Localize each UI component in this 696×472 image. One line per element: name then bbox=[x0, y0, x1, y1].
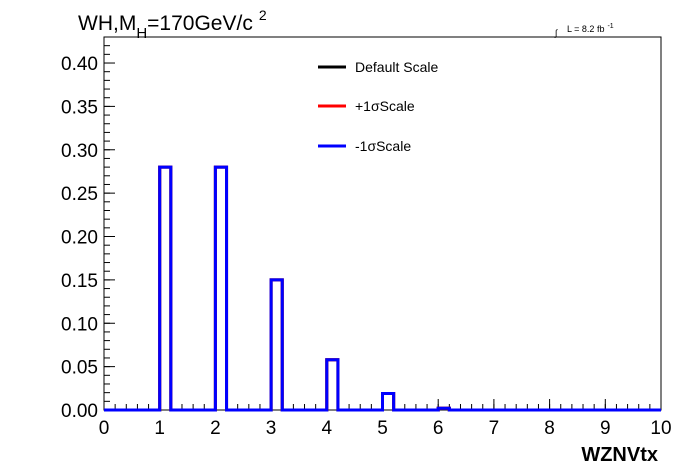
x-tick-label: 1 bbox=[154, 418, 165, 439]
y-tick-label: 0.05 bbox=[61, 358, 98, 379]
x-tick-label: 4 bbox=[322, 418, 333, 439]
x-tick-label: 2 bbox=[210, 418, 221, 439]
y-tick-label: 0.30 bbox=[61, 141, 98, 162]
x-tick-label: 8 bbox=[544, 418, 555, 439]
legend-label-plus: +1σScale bbox=[355, 98, 415, 114]
x-tick-label: 7 bbox=[489, 418, 500, 439]
series-line-1 bbox=[104, 165, 661, 412]
lumi-integral-sign: ∫ bbox=[554, 28, 559, 38]
legend-label-default: Default Scale bbox=[355, 59, 438, 75]
x-tick-label: 3 bbox=[266, 418, 277, 439]
lumi-label: L = 8.2 fb -1 bbox=[567, 23, 614, 34]
y-tick-label: 0.10 bbox=[61, 314, 98, 335]
x-tick-label: 0 bbox=[99, 418, 110, 439]
y-tick-label: 0.00 bbox=[61, 401, 98, 422]
legend-label-minus: -1σScale bbox=[355, 138, 411, 154]
series-line-0 bbox=[104, 165, 661, 412]
chart-title: WH,MH=170GeV/c 2 bbox=[78, 7, 267, 42]
y-axis: 0.00 0.05 0.10 0.15 0.20 0.25 0.30 0.35 0.40 bbox=[61, 36, 115, 422]
y-tick-label: 0.40 bbox=[61, 54, 98, 75]
y-tick-label: 0.35 bbox=[61, 97, 98, 118]
series-line-2 bbox=[104, 165, 661, 412]
y-tick-label: 0.25 bbox=[61, 184, 98, 205]
plot-frame bbox=[103, 36, 662, 411]
series-group bbox=[104, 165, 661, 412]
x-tick-label: 9 bbox=[600, 418, 611, 439]
x-axis: 0 1 2 3 4 5 6 7 8 9 10 bbox=[99, 399, 672, 439]
y-tick-label: 0.20 bbox=[61, 228, 98, 249]
x-tick-label: 10 bbox=[650, 418, 671, 439]
x-tick-label: 5 bbox=[377, 418, 388, 439]
x-tick-label: 6 bbox=[433, 418, 444, 439]
y-tick-label: 0.15 bbox=[61, 271, 98, 292]
legend: Default Scale +1σScale -1σScale bbox=[318, 59, 438, 154]
x-axis-label: WZNVtx bbox=[581, 444, 658, 466]
